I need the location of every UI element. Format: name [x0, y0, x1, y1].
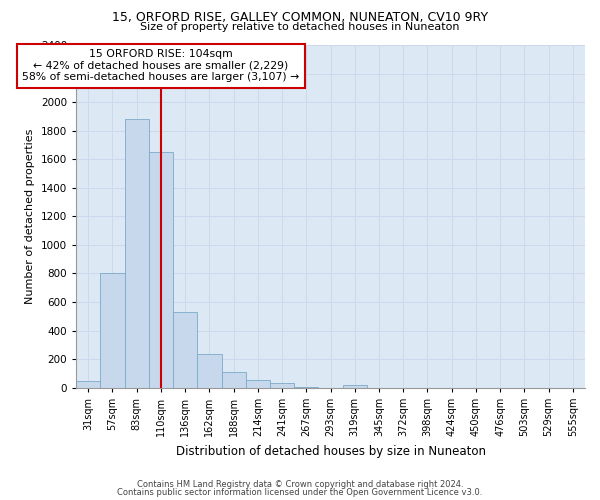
Text: 15, ORFORD RISE, GALLEY COMMON, NUNEATON, CV10 9RY: 15, ORFORD RISE, GALLEY COMMON, NUNEATON… [112, 11, 488, 24]
Bar [76, 380, 100, 388]
Text: Size of property relative to detached houses in Nuneaton: Size of property relative to detached ho… [140, 22, 460, 32]
Bar [343, 385, 367, 388]
Bar [100, 274, 125, 388]
Text: Contains HM Land Registry data © Crown copyright and database right 2024.: Contains HM Land Registry data © Crown c… [137, 480, 463, 489]
Bar [294, 387, 319, 388]
Bar [173, 312, 197, 388]
X-axis label: Distribution of detached houses by size in Nuneaton: Distribution of detached houses by size … [176, 444, 485, 458]
Bar [197, 354, 221, 388]
Text: 15 ORFORD RISE: 104sqm
← 42% of detached houses are smaller (2,229)
58% of semi-: 15 ORFORD RISE: 104sqm ← 42% of detached… [22, 50, 299, 82]
Bar [221, 372, 246, 388]
Y-axis label: Number of detached properties: Number of detached properties [25, 128, 35, 304]
Bar [149, 152, 173, 388]
Text: Contains public sector information licensed under the Open Government Licence v3: Contains public sector information licen… [118, 488, 482, 497]
Bar [270, 384, 294, 388]
Bar [125, 119, 149, 388]
Bar [246, 380, 270, 388]
